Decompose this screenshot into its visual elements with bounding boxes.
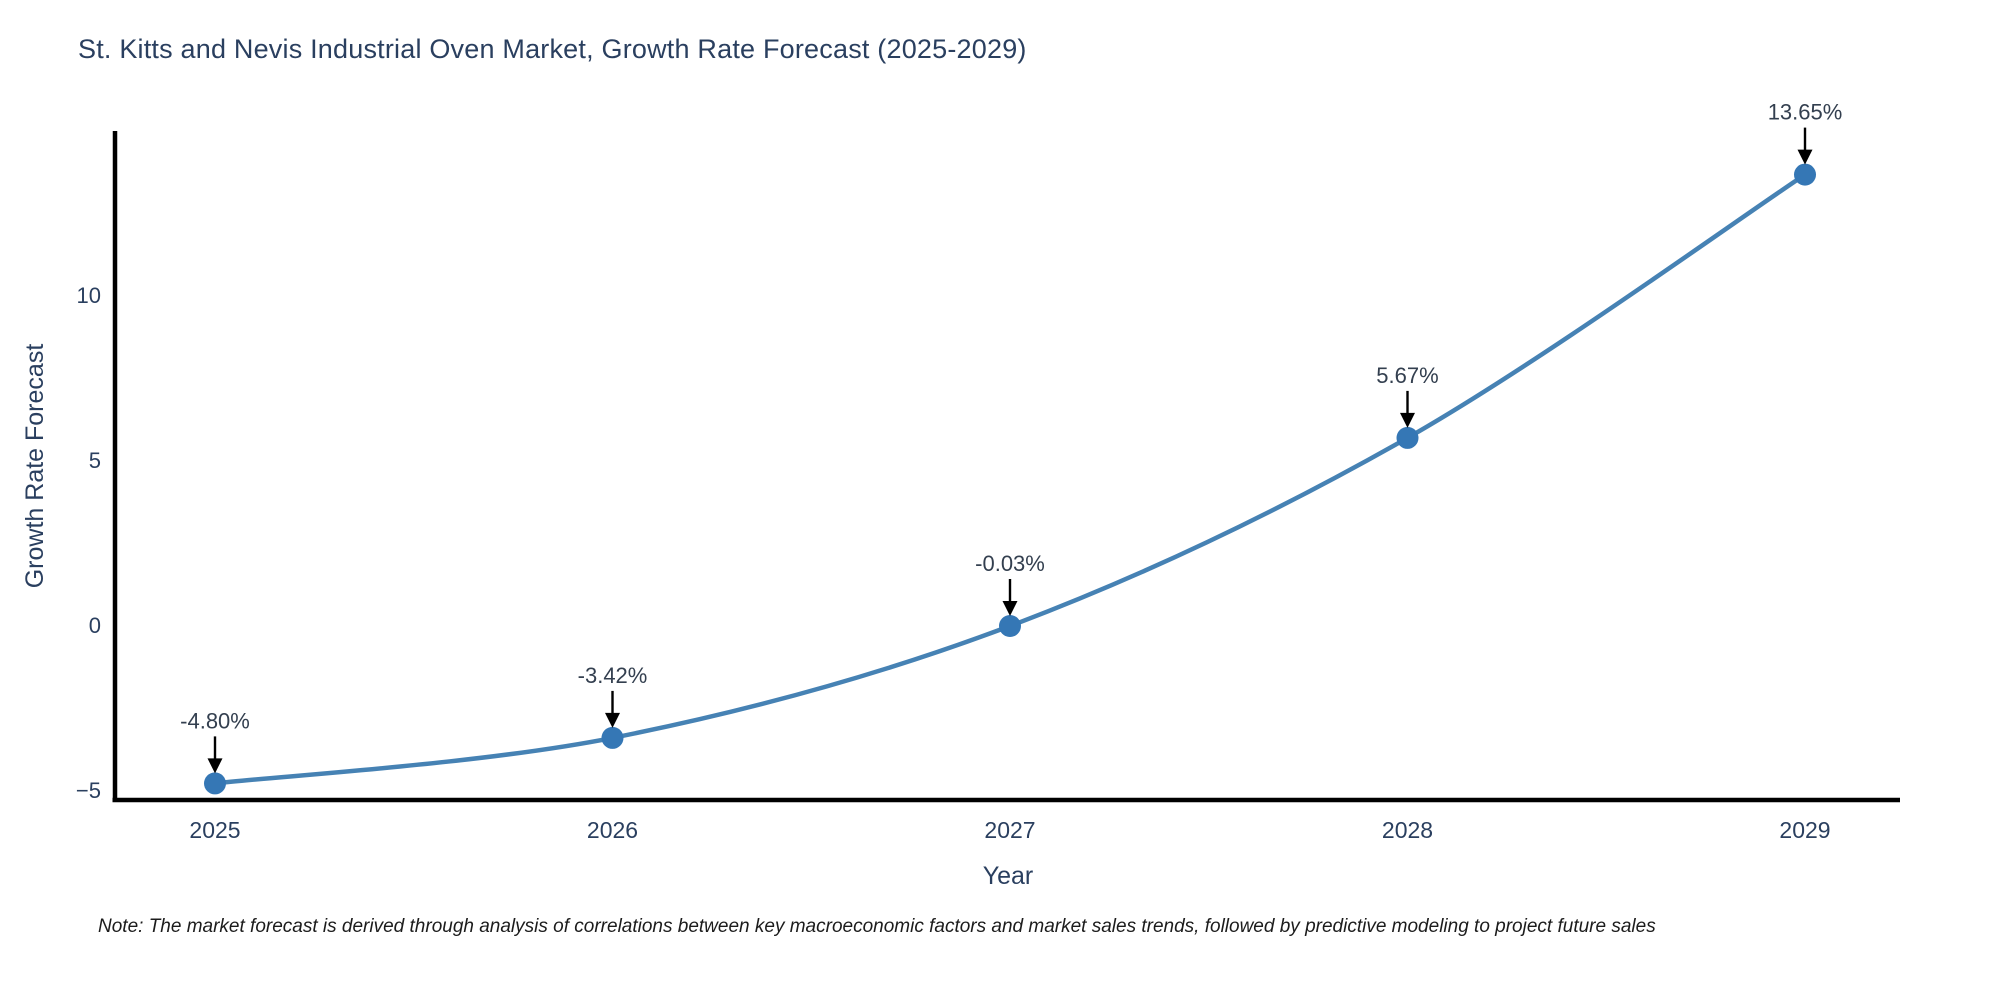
data-point-marker [999, 615, 1021, 637]
annotation-arrowhead-icon [1002, 601, 1018, 616]
x-tick-label: 2025 [189, 817, 240, 843]
data-point-marker [204, 772, 226, 795]
y-tick-label: 10 [77, 283, 101, 308]
data-point-marker [1396, 426, 1419, 449]
data-point-label: 5.67% [1376, 363, 1438, 388]
data-point-marker [601, 726, 624, 749]
forecast-line [212, 172, 1808, 786]
y-tick-label: −5 [76, 778, 101, 803]
x-tick-label: 2028 [1382, 817, 1433, 843]
y-tick-label: 0 [89, 613, 101, 638]
x-tick-label: 2029 [1779, 817, 1830, 843]
annotation-arrowhead-icon [605, 712, 620, 728]
annotation-arrowhead-icon [207, 758, 223, 774]
data-point-label: -0.03% [975, 551, 1045, 576]
y-tick-label: 5 [89, 448, 101, 473]
data-point-label: 13.65% [1768, 100, 1843, 125]
x-tick-label: 2027 [984, 817, 1035, 843]
y-axis-title: Growth Rate Forecast [21, 343, 49, 589]
annotation-arrowhead-icon [1400, 412, 1415, 428]
footnote: Note: The market forecast is derived thr… [98, 916, 1656, 937]
x-axis-title: Year [982, 862, 1034, 890]
chart-title: St. Kitts and Nevis Industrial Oven Mark… [78, 34, 1027, 64]
data-point-label: -4.80% [180, 708, 250, 733]
data-point-marker [1794, 163, 1816, 186]
annotation-arrowhead-icon [1797, 149, 1813, 165]
axis-spines [112, 131, 1900, 803]
data-point-label: -3.42% [578, 663, 648, 688]
x-tick-label: 2026 [587, 817, 638, 843]
